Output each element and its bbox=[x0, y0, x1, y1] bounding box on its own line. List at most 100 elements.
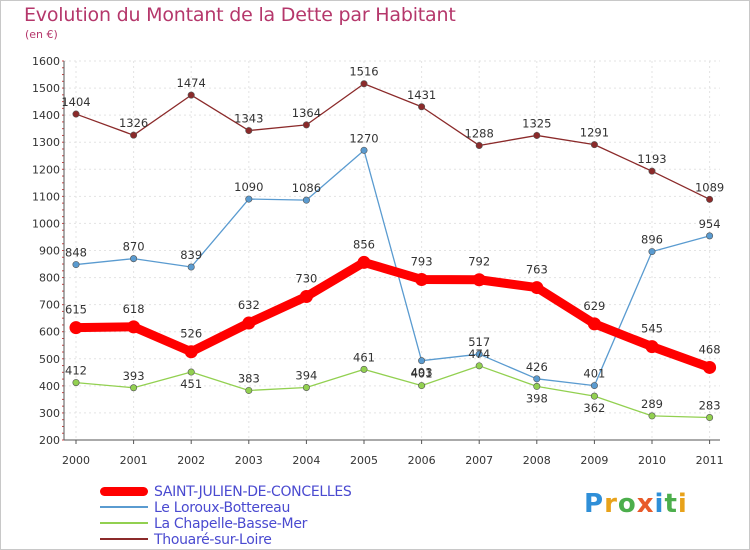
data-label: 1086 bbox=[292, 181, 321, 195]
data-label: 1516 bbox=[349, 65, 378, 79]
data-point bbox=[72, 261, 80, 269]
logo-letter: o bbox=[617, 489, 637, 519]
data-point bbox=[415, 272, 429, 286]
data-point bbox=[475, 362, 483, 370]
data-point bbox=[245, 127, 253, 135]
data-label: 362 bbox=[583, 401, 605, 415]
data-point bbox=[418, 357, 426, 365]
data-label: 618 bbox=[123, 302, 145, 316]
data-point bbox=[360, 146, 368, 154]
data-point bbox=[648, 167, 656, 175]
series-line bbox=[75, 83, 711, 200]
data-point bbox=[245, 195, 253, 203]
data-label: 394 bbox=[295, 368, 317, 382]
data-label: 1325 bbox=[522, 116, 551, 130]
y-tick-label: 700 bbox=[39, 299, 60, 312]
x-tick-label: 2006 bbox=[408, 454, 436, 467]
series-line bbox=[71, 257, 715, 372]
data-label: 1089 bbox=[695, 180, 724, 194]
data-point bbox=[475, 350, 483, 358]
data-point bbox=[706, 414, 714, 422]
data-point bbox=[360, 365, 368, 373]
data-label: 401 bbox=[411, 367, 433, 381]
logo-letter: i bbox=[654, 489, 665, 519]
data-point bbox=[302, 121, 310, 129]
data-point bbox=[357, 255, 371, 269]
data-label: 426 bbox=[526, 360, 548, 374]
data-label: 493 bbox=[411, 366, 433, 380]
data-point bbox=[645, 340, 659, 354]
data-point bbox=[302, 196, 310, 204]
legend-swatch bbox=[100, 506, 148, 508]
logo-letter: t bbox=[664, 489, 678, 519]
data-label: 1404 bbox=[61, 95, 90, 109]
data-label: 856 bbox=[353, 237, 375, 251]
data-label: 1193 bbox=[637, 152, 666, 166]
data-label: 289 bbox=[641, 397, 663, 411]
data-label: 632 bbox=[238, 298, 260, 312]
data-label: 839 bbox=[180, 248, 202, 262]
y-tick-label: 1300 bbox=[32, 136, 60, 149]
data-point bbox=[418, 382, 426, 390]
logo-letter: P bbox=[584, 489, 605, 519]
data-label: 896 bbox=[641, 233, 663, 247]
y-tick-label: 300 bbox=[39, 407, 60, 420]
x-tick-label: 2004 bbox=[292, 454, 320, 467]
logo-letter: i bbox=[677, 489, 688, 519]
y-tick-label: 900 bbox=[39, 245, 60, 258]
y-tick-label: 600 bbox=[39, 326, 60, 339]
data-point bbox=[69, 321, 83, 335]
data-point bbox=[530, 281, 544, 295]
legend-swatch bbox=[100, 522, 148, 524]
series-line bbox=[75, 365, 711, 419]
y-tick-label: 800 bbox=[39, 272, 60, 285]
legend-label: Thouaré-sur-Loire bbox=[154, 532, 272, 548]
data-label: 870 bbox=[123, 240, 145, 254]
x-tick-label: 2002 bbox=[177, 454, 205, 467]
y-tick-label: 1500 bbox=[32, 82, 60, 95]
chart-title: Evolution du Montant de la Dette par Hab… bbox=[24, 4, 456, 26]
legend-label: Le Loroux-Bottereau bbox=[154, 500, 291, 516]
data-point bbox=[590, 382, 598, 390]
data-point bbox=[533, 382, 541, 390]
data-point bbox=[130, 255, 138, 263]
x-tick-label: 2001 bbox=[120, 454, 148, 467]
data-label: 1291 bbox=[580, 126, 609, 140]
data-label: 848 bbox=[65, 246, 87, 260]
data-label: 474 bbox=[468, 347, 490, 361]
legend-swatch bbox=[100, 538, 148, 540]
data-point bbox=[418, 103, 426, 111]
data-label: 451 bbox=[180, 377, 202, 391]
y-tick-label: 400 bbox=[39, 380, 60, 393]
series-line bbox=[75, 149, 711, 387]
data-point bbox=[706, 232, 714, 240]
y-tick-label: 1400 bbox=[32, 109, 60, 122]
data-point bbox=[245, 386, 253, 394]
data-label: 730 bbox=[295, 272, 317, 286]
y-tick-label: 1100 bbox=[32, 190, 60, 203]
data-point bbox=[184, 345, 198, 359]
chart-unit: (en €) bbox=[25, 28, 58, 41]
data-label: 1474 bbox=[177, 76, 206, 90]
data-label: 401 bbox=[583, 367, 605, 381]
data-label: 545 bbox=[641, 322, 663, 336]
data-point bbox=[299, 290, 313, 304]
data-label: 763 bbox=[526, 263, 548, 277]
data-point bbox=[703, 360, 717, 374]
data-label: 1364 bbox=[292, 106, 321, 120]
x-tick-label: 2009 bbox=[580, 454, 608, 467]
data-point bbox=[72, 110, 80, 118]
data-label: 461 bbox=[353, 350, 375, 364]
data-point bbox=[648, 248, 656, 256]
data-label: 283 bbox=[699, 399, 721, 413]
y-tick-label: 1200 bbox=[32, 163, 60, 176]
x-tick-label: 2011 bbox=[696, 454, 724, 467]
data-point bbox=[72, 379, 80, 387]
y-tick-label: 500 bbox=[39, 353, 60, 366]
data-point bbox=[472, 273, 486, 287]
data-point bbox=[130, 131, 138, 139]
data-label: 517 bbox=[468, 335, 490, 349]
data-point bbox=[130, 384, 138, 392]
data-point bbox=[590, 392, 598, 400]
